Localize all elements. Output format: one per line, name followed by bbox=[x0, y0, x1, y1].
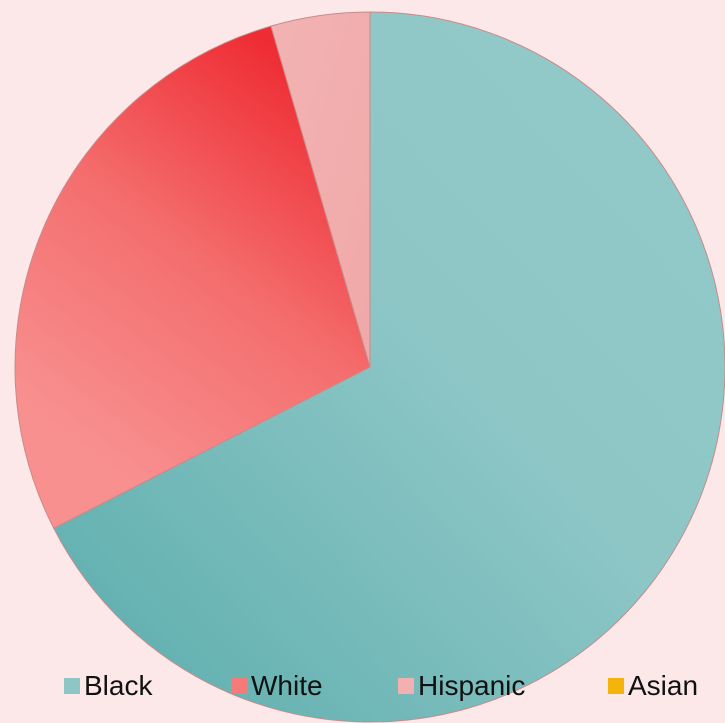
pie-slice-black[interactable] bbox=[53, 11, 725, 723]
pie-slice-hispanic[interactable] bbox=[270, 11, 371, 368]
pie-slice-white[interactable] bbox=[14, 25, 371, 529]
legend-swatch-asian bbox=[608, 678, 624, 694]
legend-item-hispanic[interactable]: Hispanic bbox=[398, 664, 525, 708]
legend-label-white: White bbox=[251, 670, 323, 701]
legend-label-asian: Asian bbox=[628, 670, 699, 701]
legend-label-black: Black bbox=[84, 670, 153, 701]
legend-label-hispanic: Hispanic bbox=[418, 670, 526, 701]
legend-item-white[interactable]: White bbox=[231, 664, 323, 708]
legend-swatch-black bbox=[64, 678, 80, 694]
legend-swatch-hispanic bbox=[398, 678, 414, 694]
legend-item-black[interactable]: Black bbox=[64, 664, 152, 708]
legend-item-asian[interactable]: Asian bbox=[608, 664, 698, 708]
legend-swatch-white bbox=[231, 678, 247, 694]
legend: Black White Hispanic Asian bbox=[0, 664, 725, 708]
